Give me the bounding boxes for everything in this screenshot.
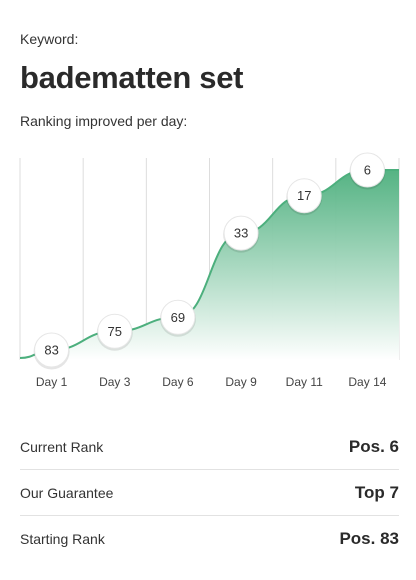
keyword-title: badematten set	[20, 60, 244, 95]
x-tick-label: Day 1	[36, 375, 68, 389]
x-tick-label: Day 11	[286, 375, 323, 389]
rank-bubble: 69	[159, 299, 196, 337]
rank-bubble: 75	[96, 313, 133, 351]
rank-value-label: 6	[364, 163, 371, 178]
stat-row-guarantee: Our Guarantee Top 7	[20, 470, 399, 516]
rank-stats: Current Rank Pos. 6 Our Guarantee Top 7 …	[20, 424, 399, 562]
stat-value: Top 7	[354, 482, 399, 502]
rank-bubble: 17	[286, 178, 323, 216]
rank-value-label: 83	[44, 343, 58, 358]
x-tick-label: Day 6	[162, 375, 194, 389]
ranking-area	[20, 170, 399, 360]
chart-subtitle: Ranking improved per day:	[20, 113, 188, 129]
stat-label: Our Guarantee	[20, 484, 114, 501]
stat-label: Current Rank	[20, 438, 104, 455]
stat-label: Starting Rank	[20, 531, 105, 547]
ranking-chart: Day 1 Day 3 Day 6 Day 9 Day 11 Day 14 83 75 69 3…	[19, 152, 400, 389]
keyword-label: Keyword:	[20, 31, 79, 47]
rank-value-label: 75	[108, 324, 122, 339]
rank-bubble: 83	[33, 332, 70, 370]
stat-value: Pos. 6	[348, 436, 399, 456]
stat-value: Pos. 83	[339, 529, 399, 548]
stat-row-current-rank: Current Rank Pos. 6	[20, 424, 399, 470]
x-tick-label: Day 3	[99, 375, 131, 389]
rank-value-label: 69	[171, 310, 185, 325]
rank-value-label: 17	[297, 188, 311, 203]
stat-row-starting-rank: Starting Rank Pos. 83	[20, 516, 399, 562]
rank-bubble: 6	[349, 152, 386, 190]
ranking-line	[19, 169, 399, 359]
rank-value-label: 33	[234, 226, 248, 241]
x-tick-label: Day 14	[348, 375, 386, 389]
x-tick-label: Day 9	[225, 375, 257, 389]
rank-bubble: 33	[223, 215, 260, 253]
